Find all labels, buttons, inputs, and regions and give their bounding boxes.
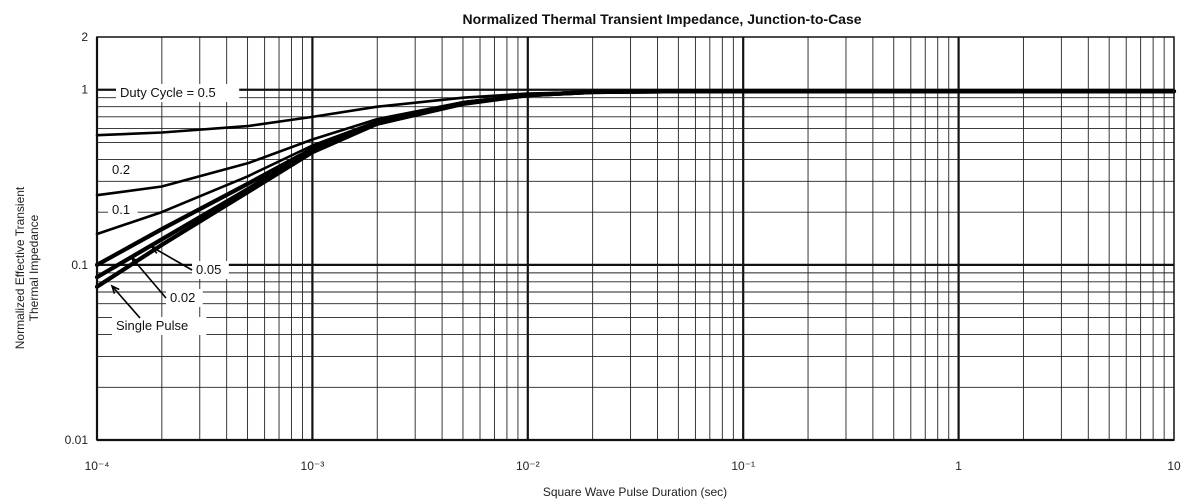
series-label-background [166, 289, 203, 307]
series-label-background [116, 84, 240, 102]
x-tick-label: 10⁻¹ [731, 459, 755, 473]
leader-arrow [131, 257, 167, 299]
x-tick-labels: 10⁻⁴ 10⁻³ 10⁻² 10⁻¹ 1 10 [85, 459, 1181, 473]
curves [94, 89, 1177, 289]
arrowhead [150, 245, 161, 254]
series-label-background [108, 161, 138, 179]
series-curve [94, 89, 1177, 267]
series-label-background [112, 317, 207, 335]
series-label-background [192, 261, 229, 279]
leader-arrow [111, 285, 141, 319]
x-tick-label: 10 [1167, 459, 1181, 473]
series-curve [94, 89, 1177, 289]
series-label: 0.1 [112, 202, 130, 217]
y-tick-label: 0.01 [65, 433, 89, 447]
x-axis-label: Square Wave Pulse Duration (sec) [543, 485, 727, 499]
x-tick-label: 10⁻⁴ [85, 459, 110, 473]
series-label: Duty Cycle = 0.5 [120, 85, 216, 100]
series-label: 0.05 [196, 262, 221, 277]
series-label: 0.02 [170, 290, 195, 305]
y-axis-label-line-1: Normalized Effective Transient [13, 186, 27, 349]
chart-title: Normalized Thermal Transient Impedance, … [462, 11, 861, 27]
grid [95, 36, 1174, 442]
arrowhead [110, 284, 120, 294]
series-curve [95, 90, 1176, 236]
y-tick-labels: 0.01 0.1 1 2 [65, 30, 89, 447]
y-axis-label-line-2: Thermal Impedance [27, 214, 41, 321]
x-tick-label: 1 [955, 459, 962, 473]
series-labels: Duty Cycle = 0.5 0.2 0.1 0.050.02 Single Pul… [108, 84, 240, 335]
x-tick-label: 10⁻² [516, 459, 540, 473]
plot-frame [96, 36, 1175, 441]
x-tick-label: 10⁻³ [301, 459, 325, 473]
y-tick-label: 0.1 [71, 258, 88, 272]
series-label: Single Pulse [116, 318, 188, 333]
series-label-background [108, 201, 138, 219]
y-tick-label: 2 [81, 30, 88, 44]
y-tick-label: 1 [81, 83, 88, 97]
series-label: 0.2 [112, 162, 130, 177]
leader-arrow [151, 246, 193, 271]
arrowhead [130, 256, 140, 266]
